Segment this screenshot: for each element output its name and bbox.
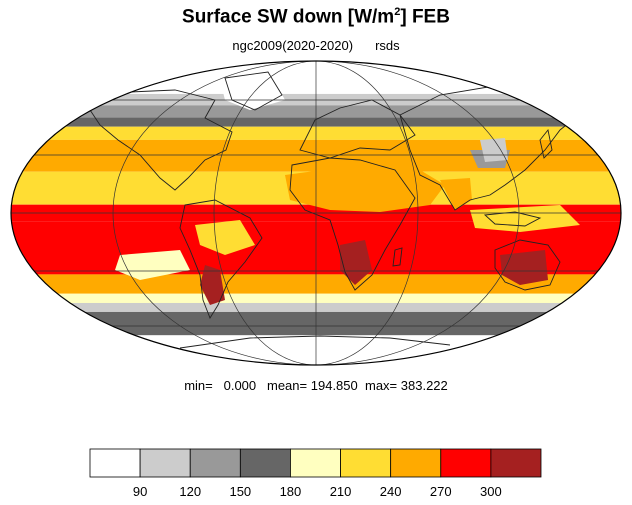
coast-madagascar bbox=[392, 247, 403, 267]
colorbar-swatch-6 bbox=[390, 448, 442, 478]
colorbar-swatch-8 bbox=[490, 448, 542, 478]
subtitle-variable: rsds bbox=[375, 38, 400, 53]
globe-outline bbox=[10, 60, 622, 366]
coast-greenland bbox=[224, 71, 283, 111]
region-greenland bbox=[220, 72, 285, 110]
colorbar-tick-120: 120 bbox=[179, 484, 202, 499]
region-east-asia bbox=[480, 138, 508, 162]
colorbar-swatch-1 bbox=[139, 448, 191, 478]
region-amazon bbox=[195, 220, 255, 255]
region-andes bbox=[200, 265, 225, 305]
subtitle-run: ngc2009(2020-2020) bbox=[232, 38, 354, 53]
region-australia bbox=[500, 250, 548, 285]
region-sahara bbox=[285, 165, 445, 212]
colorbar-swatch-2 bbox=[189, 448, 241, 478]
coastlines bbox=[89, 71, 586, 349]
field-regions bbox=[115, 72, 580, 305]
colorbar-swatch-3 bbox=[239, 448, 291, 478]
colorbar-swatch-0 bbox=[89, 448, 141, 478]
graticule-lon-120 bbox=[213, 61, 419, 365]
graticule-lon-60 bbox=[112, 61, 520, 365]
coast-indonesia bbox=[483, 211, 542, 227]
colorbar-tick-300: 300 bbox=[480, 484, 502, 499]
coast-north-america bbox=[89, 89, 233, 191]
field-statistics: min= 0.000 mean= 194.850 max= 383.222 bbox=[184, 378, 448, 393]
map-title: Surface SW down [W/m2] FEB bbox=[182, 6, 450, 28]
coast-europe bbox=[299, 99, 416, 159]
colorbar-tick-210: 210 bbox=[329, 484, 352, 499]
region-india bbox=[440, 178, 472, 210]
coast-antarctica bbox=[179, 335, 451, 349]
colorbar-tick-90: 90 bbox=[132, 484, 148, 499]
colorbar-tick-150: 150 bbox=[229, 484, 252, 499]
colorbar-tick-180: 180 bbox=[279, 484, 302, 499]
map-field bbox=[11, 61, 621, 365]
colorbar-swatch-5 bbox=[340, 448, 392, 478]
region-pacific-stratus bbox=[115, 250, 190, 280]
coast-japan bbox=[539, 128, 553, 159]
colorbar-swatch-4 bbox=[290, 448, 341, 478]
region-southern-africa bbox=[340, 240, 372, 285]
colorbar-swatch-7 bbox=[440, 448, 492, 478]
region-warm-pool bbox=[470, 205, 580, 232]
coast-australia bbox=[494, 239, 561, 291]
coast-south-america bbox=[179, 199, 263, 320]
colorbar-tick-270: 270 bbox=[429, 484, 452, 499]
map-subtitle: ngc2009(2020-2020) rsds bbox=[0, 38, 632, 53]
colorbar-tick-240: 240 bbox=[379, 484, 402, 499]
